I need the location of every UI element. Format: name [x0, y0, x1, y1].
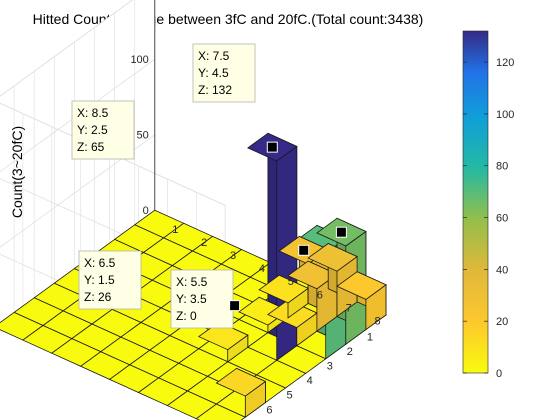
x-tick-label: 3 [230, 250, 236, 262]
datatip-text: Y: 2.5 [77, 123, 108, 137]
datatip-text: Y: 1.5 [84, 273, 115, 287]
datatip[interactable]: X: 7.5 Y: 4.5 Z: 132 [192, 43, 278, 153]
z-axis-label: Count(3~20fC) [9, 126, 25, 218]
datatip-text: X: 6.5 [84, 256, 116, 270]
datatip-text: Z: 26 [84, 290, 112, 304]
datatips: X: 7.5 Y: 4.5 Z: 132 X: 8.5 Y: 2.5 Z: 65 X: 6.… [71, 43, 347, 329]
bars [198, 132, 387, 418]
datatip[interactable]: X: 5.5 Y: 3.5 Z: 0 [170, 269, 241, 329]
colorbar-ticks: 0 20 40 60 80 100 120 [463, 57, 514, 380]
colorbar-gradient [462, 30, 489, 374]
bar [215, 367, 267, 418]
z-tick-label: 0 [143, 205, 149, 217]
colorbar-tick-label: 60 [496, 213, 508, 225]
y-tick-label: 4 [307, 375, 313, 387]
datatip-text: Y: 4.5 [198, 66, 229, 80]
colorbar-tick-label: 20 [496, 316, 508, 328]
datatip[interactable]: X: 6.5 Y: 1.5 Z: 26 [78, 244, 310, 310]
datatip-text: Z: 0 [176, 309, 197, 323]
datatip-text: X: 8.5 [77, 106, 109, 120]
colorbar-tick-label: 120 [496, 57, 514, 69]
datatip-box [192, 43, 256, 103]
x-tick-label: 8 [374, 315, 380, 327]
datatip-text: Y: 3.5 [176, 292, 207, 306]
floor-cell [195, 403, 247, 420]
x-tick-label: 1 [172, 224, 178, 236]
datatip-marker[interactable] [229, 300, 241, 312]
datatip-text: X: 7.5 [198, 49, 230, 63]
y-tick-label: 3 [327, 361, 333, 373]
datatip-box [78, 250, 142, 310]
bar-top [258, 274, 309, 304]
x-tick-label: 5 [288, 276, 294, 288]
axis-ticks: 1234567812345678050100150 [130, 54, 380, 420]
x-tick-label: 6 [317, 289, 323, 301]
bar-top [307, 243, 358, 272]
colorbar-tick-label: 100 [496, 109, 514, 121]
bar-top [336, 271, 387, 300]
colorbar-tick-label: 80 [496, 161, 508, 173]
y-tick-label: 5 [286, 390, 292, 402]
datatip-marker[interactable] [266, 141, 278, 153]
x-tick-label: 7 [346, 302, 352, 314]
datatip-box [71, 100, 135, 160]
datatip-box [170, 269, 234, 329]
datatip-text: Z: 132 [198, 83, 232, 97]
datatip-text: Z: 65 [77, 140, 105, 154]
colorbar: 0 20 40 60 80 100 120 [462, 30, 514, 380]
colorbar-tick-label: 40 [496, 264, 508, 276]
datatip-marker[interactable] [298, 244, 310, 256]
colorbar-tick-label: 0 [496, 368, 502, 380]
y-tick-label: 2 [347, 346, 353, 358]
bar-top [215, 367, 267, 397]
y-tick-label: 6 [266, 404, 272, 416]
x-tick-label: 4 [259, 263, 265, 275]
z-tick-label: 100 [130, 54, 148, 66]
datatip[interactable]: X: 8.5 Y: 2.5 Z: 65 [71, 100, 347, 238]
z-gridline [0, 0, 226, 206]
y-tick-label: 1 [367, 331, 373, 343]
bar-top [287, 260, 338, 290]
chart-title: Hitted Count: Charge between 3fC and 20f… [33, 11, 424, 27]
bar [258, 274, 309, 319]
datatip-text: X: 5.5 [176, 275, 208, 289]
y-tick-label: 7 [246, 419, 252, 420]
x-tick-label: 2 [201, 237, 207, 249]
bar [336, 271, 387, 331]
z-tick-label: 50 [137, 130, 149, 142]
datatip-marker[interactable] [335, 226, 347, 238]
bar-top [198, 321, 249, 351]
